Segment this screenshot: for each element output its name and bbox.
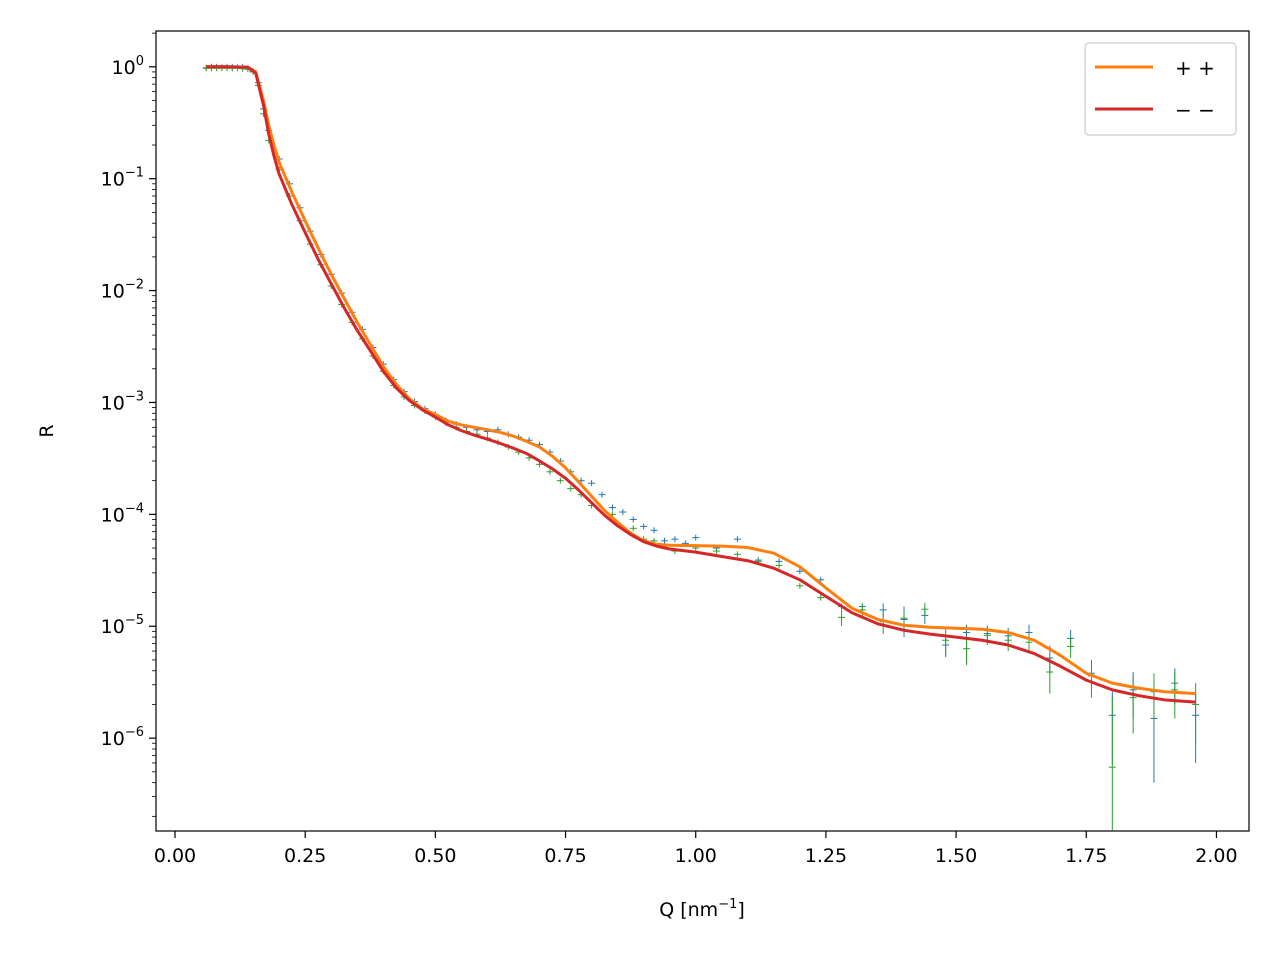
y-tick-label: 10−6 (101, 725, 144, 750)
x-axis-title-text: Q [nm (659, 899, 718, 921)
y-tick-label: 10−2 (101, 278, 144, 303)
x-tick-label: 0.00 (154, 845, 196, 867)
x-tick-label: 0.50 (414, 845, 456, 867)
x-tick-label: 1.50 (935, 845, 977, 867)
x-tick-label: 1.75 (1065, 845, 1107, 867)
y-tick-label: 10−3 (101, 389, 144, 414)
legend: + + − − (1084, 42, 1237, 136)
series-line (206, 65, 1196, 704)
series-layer (202, 63, 1200, 831)
plot-frame (155, 30, 1250, 832)
y-axis-title: R (36, 424, 58, 437)
y-tick-label: 100 (112, 54, 144, 79)
x-tick-label: 0.75 (544, 845, 586, 867)
y-axis: 100 10−1 10−2 10−3 10−4 10−5 10−6 (101, 32, 156, 817)
y-tick-label: 10−1 (101, 166, 144, 191)
legend-label-plusplus: + + (1175, 56, 1215, 80)
x-tick-label: 2.00 (1195, 845, 1237, 867)
y-tick-label: 10−4 (101, 501, 144, 526)
legend-label-minusminus: − − (1175, 98, 1215, 122)
x-axis: 0.00 0.25 0.50 0.75 1.00 1.25 1.50 1.75 2.00 (154, 831, 1238, 867)
x-axis-title: Q [nm−1] (659, 897, 745, 921)
x-tick-label: 1.25 (805, 845, 847, 867)
x-axis-title-sup: −1 (718, 897, 737, 912)
x-tick-label: 1.00 (675, 845, 717, 867)
x-tick-label: 0.25 (284, 845, 326, 867)
y-tick-label: 10−5 (101, 613, 144, 638)
series-line (206, 65, 1196, 696)
x-axis-title-suffix: ] (737, 899, 744, 921)
